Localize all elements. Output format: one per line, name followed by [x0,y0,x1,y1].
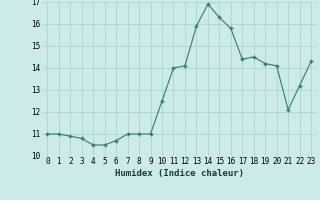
X-axis label: Humidex (Indice chaleur): Humidex (Indice chaleur) [115,169,244,178]
